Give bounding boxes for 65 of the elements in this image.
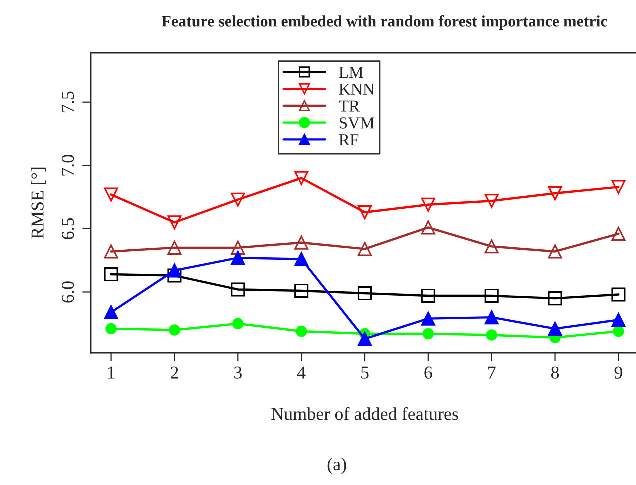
x-tick-label: 8 (551, 366, 560, 379)
point (421, 289, 436, 304)
y-tick-label: 6.0 (62, 282, 74, 303)
point (612, 313, 626, 328)
point (169, 324, 180, 336)
point (484, 310, 499, 325)
point (294, 284, 309, 298)
point (231, 282, 246, 297)
x-tick-label: 4 (297, 366, 306, 379)
chart-title: Feature selection embeded with random forest importance metric (162, 15, 608, 30)
point (104, 188, 118, 202)
point (294, 171, 309, 186)
point (168, 268, 182, 283)
x-tick-label: 6 (424, 366, 432, 379)
x-tick-label: 5 (362, 366, 369, 379)
point (484, 289, 499, 304)
x-tick-label: 9 (614, 366, 622, 379)
point (548, 322, 562, 336)
point (484, 240, 499, 254)
point (421, 312, 436, 326)
point (168, 216, 182, 230)
x-tick-label: 2 (171, 366, 178, 379)
point (358, 205, 372, 220)
x-tick-label: 7 (488, 366, 496, 379)
point (612, 288, 626, 302)
point (613, 326, 624, 338)
point (168, 240, 182, 255)
legend-label: TR (339, 100, 360, 112)
y-tick-label: 7.0 (62, 155, 74, 176)
point (421, 198, 436, 212)
point (548, 244, 562, 259)
point (294, 252, 309, 266)
y-axis-title: RMSE [°] (31, 168, 46, 239)
point (232, 318, 244, 330)
point (231, 192, 246, 207)
point (548, 186, 562, 201)
y-tick-label: 6.5 (62, 218, 74, 240)
point (358, 286, 372, 301)
legend-label: RF (339, 134, 359, 146)
text: (a) (328, 458, 346, 474)
point (421, 220, 436, 235)
point (104, 268, 118, 282)
point (612, 180, 626, 194)
point (486, 330, 498, 341)
point (358, 332, 372, 346)
point (168, 264, 182, 278)
legend-label: SVM (340, 118, 374, 129)
x-axis-title: Number of added features (272, 407, 458, 420)
legend-label: KNN (339, 84, 375, 95)
point (106, 323, 117, 335)
point (294, 236, 309, 250)
point (612, 226, 626, 242)
point (548, 292, 562, 306)
x-tick-label: 3 (234, 366, 242, 379)
point (484, 194, 499, 208)
point (358, 242, 372, 256)
point (104, 305, 118, 320)
point (422, 328, 434, 340)
point (231, 240, 246, 255)
legend-label: LM (339, 67, 364, 78)
point (104, 244, 118, 259)
x-tick-label: 1 (108, 366, 115, 379)
point (231, 251, 246, 266)
point (296, 326, 308, 338)
y-tick-label: 7.5 (62, 92, 74, 112)
